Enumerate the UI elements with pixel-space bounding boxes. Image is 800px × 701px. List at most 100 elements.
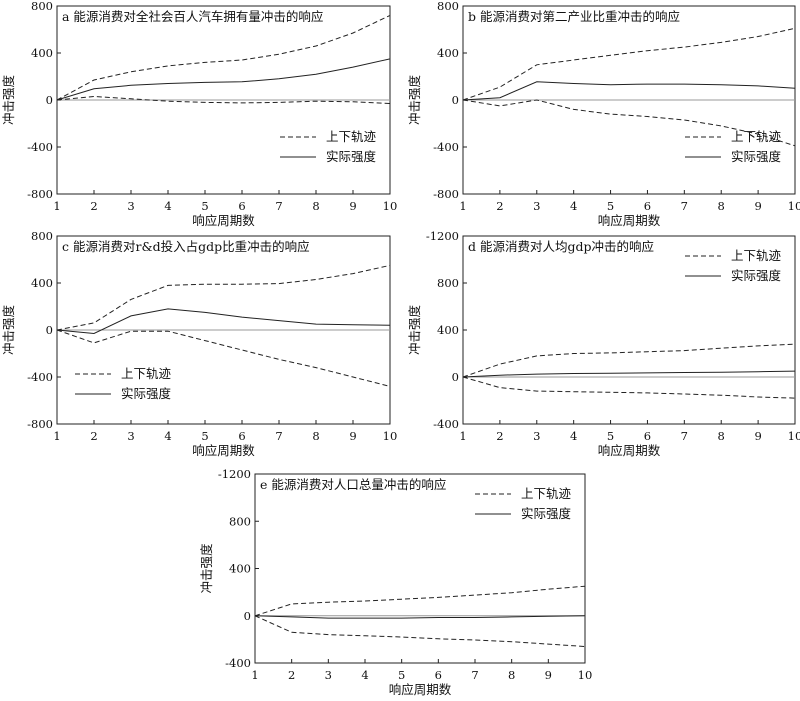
- x-tick-label: 3: [533, 429, 540, 443]
- x-tick-label: 8: [508, 668, 515, 682]
- y-axis-label: 冲击强度: [1, 305, 16, 356]
- legend-label-actual: 实际强度: [521, 506, 572, 521]
- bound-line: [462, 99, 796, 147]
- y-tick-label: 0: [452, 370, 459, 384]
- x-tick-label: 7: [681, 199, 688, 213]
- x-axis-label: 响应周期数: [598, 213, 661, 228]
- actual-line: [56, 308, 391, 335]
- x-tick-label: 1: [459, 199, 466, 213]
- x-tick-label: 1: [251, 668, 258, 682]
- y-axis-label: 冲击强度: [407, 305, 422, 356]
- legend-label-actual: 实际强度: [731, 149, 782, 164]
- x-tick-label: 8: [312, 429, 319, 443]
- actual-line: [462, 370, 796, 378]
- x-tick-label: 5: [607, 429, 614, 443]
- x-tick-label: 1: [53, 429, 60, 443]
- x-tick-label: 4: [164, 429, 171, 443]
- y-tick-label: 400: [437, 46, 459, 60]
- y-axis-label: 冲击强度: [407, 75, 422, 126]
- y-tick-label: 800: [437, 0, 459, 13]
- x-tick-label: 6: [435, 668, 442, 682]
- x-tick-label: 6: [238, 199, 245, 213]
- x-tick-label: 2: [496, 429, 503, 443]
- x-tick-label: 1: [53, 199, 60, 213]
- x-tick-label: 10: [383, 429, 398, 443]
- x-tick-label: 3: [533, 199, 540, 213]
- x-tick-label: 7: [275, 199, 282, 213]
- y-tick-label: 0: [46, 93, 53, 107]
- y-tick-label: -800: [433, 187, 459, 201]
- x-tick-label: 6: [644, 199, 651, 213]
- x-tick-label: 3: [325, 668, 332, 682]
- x-tick-label: 7: [275, 429, 282, 443]
- y-tick-label: -400: [27, 140, 53, 154]
- legend-label-bounds: 上下轨迹: [121, 366, 172, 381]
- y-tick-label: 400: [437, 323, 459, 337]
- y-axis-label: 冲击强度: [199, 543, 214, 594]
- x-tick-label: 4: [570, 429, 577, 443]
- chart-title: b 能源消费对第二产业比重冲击的响应: [468, 9, 680, 24]
- x-tick-label: 8: [718, 429, 725, 443]
- bound-line: [254, 585, 586, 617]
- legend-label-bounds: 上下轨迹: [521, 486, 572, 501]
- y-tick-label: -1200: [218, 467, 251, 481]
- actual-line: [462, 81, 796, 101]
- x-tick-label: 9: [545, 668, 552, 682]
- legend-label-actual: 实际强度: [121, 386, 172, 401]
- x-axis-label: 响应周期数: [598, 443, 661, 458]
- x-tick-label: 6: [238, 429, 245, 443]
- y-tick-label: 400: [31, 276, 53, 290]
- x-tick-label: 8: [312, 199, 319, 213]
- x-tick-label: 4: [361, 668, 368, 682]
- y-tick-label: -400: [225, 656, 251, 670]
- legend-label-bounds: 上下轨迹: [326, 129, 377, 144]
- x-axis-label: 响应周期数: [192, 213, 255, 228]
- x-tick-label: 1: [459, 429, 466, 443]
- x-tick-label: 10: [788, 199, 800, 213]
- y-tick-label: 400: [31, 46, 53, 60]
- bound-line: [56, 264, 391, 331]
- x-tick-label: 2: [288, 668, 295, 682]
- x-tick-label: 10: [578, 668, 593, 682]
- bound-line: [462, 376, 796, 399]
- y-tick-label: -1200: [426, 229, 459, 243]
- chart-title: a 能源消费对全社会百人汽车拥有量冲击的响应: [62, 9, 323, 24]
- y-axis-label: 冲击强度: [1, 75, 16, 126]
- x-tick-label: 5: [607, 199, 614, 213]
- actual-line: [56, 58, 391, 101]
- y-tick-label: -800: [27, 417, 53, 431]
- x-tick-label: 9: [349, 429, 356, 443]
- x-tick-label: 5: [398, 668, 405, 682]
- y-tick-label: 0: [452, 93, 459, 107]
- bound-line: [254, 615, 586, 647]
- x-tick-label: 7: [471, 668, 478, 682]
- bound-line: [462, 343, 796, 378]
- x-tick-label: 9: [754, 429, 761, 443]
- chart-title: d 能源消费对人均gdp冲击的响应: [468, 239, 654, 254]
- y-tick-label: -800: [27, 187, 53, 201]
- y-tick-label: 0: [244, 609, 251, 623]
- x-tick-label: 4: [164, 199, 171, 213]
- chart-title: c 能源消费对r&d投入占gdp比重冲击的响应: [62, 239, 310, 254]
- x-axis-label: 响应周期数: [192, 443, 255, 458]
- bound-line: [462, 27, 796, 101]
- x-tick-label: 3: [127, 429, 134, 443]
- y-tick-label: 400: [229, 562, 251, 576]
- x-tick-label: 8: [718, 199, 725, 213]
- y-tick-label: -400: [27, 370, 53, 384]
- y-tick-label: -400: [433, 140, 459, 154]
- x-tick-label: 9: [349, 199, 356, 213]
- y-tick-label: -400: [433, 417, 459, 431]
- x-tick-label: 4: [570, 199, 577, 213]
- actual-line: [254, 615, 586, 619]
- x-tick-label: 10: [788, 429, 800, 443]
